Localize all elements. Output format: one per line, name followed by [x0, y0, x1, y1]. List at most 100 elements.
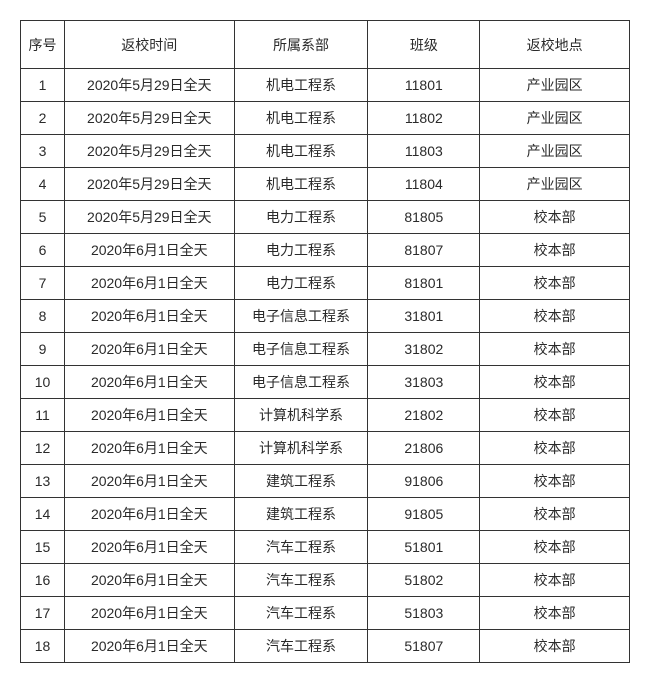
table-row: 72020年6月1日全天电力工程系81801校本部 [21, 267, 630, 300]
cell-time: 2020年6月1日全天 [64, 531, 234, 564]
cell-time: 2020年5月29日全天 [64, 201, 234, 234]
cell-loc: 产业园区 [480, 168, 630, 201]
cell-loc: 校本部 [480, 201, 630, 234]
cell-seq: 6 [21, 234, 65, 267]
cell-time: 2020年6月1日全天 [64, 399, 234, 432]
cell-dept: 电子信息工程系 [234, 333, 368, 366]
cell-class: 91806 [368, 465, 480, 498]
cell-time: 2020年6月1日全天 [64, 432, 234, 465]
table-row: 152020年6月1日全天汽车工程系51801校本部 [21, 531, 630, 564]
table-row: 82020年6月1日全天电子信息工程系31801校本部 [21, 300, 630, 333]
cell-time: 2020年5月29日全天 [64, 168, 234, 201]
cell-time: 2020年6月1日全天 [64, 300, 234, 333]
cell-seq: 10 [21, 366, 65, 399]
cell-time: 2020年6月1日全天 [64, 597, 234, 630]
cell-time: 2020年5月29日全天 [64, 102, 234, 135]
header-time: 返校时间 [64, 21, 234, 69]
cell-class: 11802 [368, 102, 480, 135]
cell-dept: 电力工程系 [234, 234, 368, 267]
cell-dept: 机电工程系 [234, 135, 368, 168]
table-row: 142020年6月1日全天建筑工程系91805校本部 [21, 498, 630, 531]
header-loc: 返校地点 [480, 21, 630, 69]
cell-loc: 校本部 [480, 531, 630, 564]
cell-seq: 1 [21, 69, 65, 102]
table-row: 42020年5月29日全天机电工程系11804产业园区 [21, 168, 630, 201]
cell-seq: 7 [21, 267, 65, 300]
cell-loc: 校本部 [480, 300, 630, 333]
header-class: 班级 [368, 21, 480, 69]
cell-dept: 计算机科学系 [234, 399, 368, 432]
cell-time: 2020年6月1日全天 [64, 630, 234, 663]
cell-class: 31802 [368, 333, 480, 366]
table-row: 132020年6月1日全天建筑工程系91806校本部 [21, 465, 630, 498]
cell-loc: 校本部 [480, 234, 630, 267]
cell-loc: 校本部 [480, 597, 630, 630]
cell-class: 91805 [368, 498, 480, 531]
cell-seq: 3 [21, 135, 65, 168]
cell-class: 51801 [368, 531, 480, 564]
cell-loc: 产业园区 [480, 135, 630, 168]
cell-loc: 产业园区 [480, 102, 630, 135]
cell-loc: 校本部 [480, 630, 630, 663]
cell-dept: 电子信息工程系 [234, 300, 368, 333]
cell-seq: 11 [21, 399, 65, 432]
cell-class: 51807 [368, 630, 480, 663]
cell-time: 2020年5月29日全天 [64, 69, 234, 102]
table-row: 122020年6月1日全天计算机科学系21806校本部 [21, 432, 630, 465]
cell-class: 11804 [368, 168, 480, 201]
cell-time: 2020年6月1日全天 [64, 366, 234, 399]
table-row: 92020年6月1日全天电子信息工程系31802校本部 [21, 333, 630, 366]
cell-seq: 16 [21, 564, 65, 597]
table-row: 182020年6月1日全天汽车工程系51807校本部 [21, 630, 630, 663]
cell-dept: 汽车工程系 [234, 630, 368, 663]
cell-class: 81805 [368, 201, 480, 234]
cell-seq: 4 [21, 168, 65, 201]
cell-class: 11801 [368, 69, 480, 102]
table-row: 62020年6月1日全天电力工程系81807校本部 [21, 234, 630, 267]
cell-dept: 机电工程系 [234, 168, 368, 201]
cell-seq: 12 [21, 432, 65, 465]
cell-dept: 汽车工程系 [234, 564, 368, 597]
table-row: 172020年6月1日全天汽车工程系51803校本部 [21, 597, 630, 630]
table-row: 102020年6月1日全天电子信息工程系31803校本部 [21, 366, 630, 399]
cell-class: 81807 [368, 234, 480, 267]
cell-time: 2020年6月1日全天 [64, 234, 234, 267]
cell-dept: 电子信息工程系 [234, 366, 368, 399]
cell-class: 21806 [368, 432, 480, 465]
cell-dept: 电力工程系 [234, 201, 368, 234]
cell-dept: 电力工程系 [234, 267, 368, 300]
table-row: 22020年5月29日全天机电工程系11802产业园区 [21, 102, 630, 135]
table-row: 32020年5月29日全天机电工程系11803产业园区 [21, 135, 630, 168]
cell-seq: 8 [21, 300, 65, 333]
cell-dept: 建筑工程系 [234, 498, 368, 531]
cell-time: 2020年6月1日全天 [64, 564, 234, 597]
table-header-row: 序号 返校时间 所属系部 班级 返校地点 [21, 21, 630, 69]
cell-seq: 17 [21, 597, 65, 630]
cell-loc: 校本部 [480, 498, 630, 531]
header-seq: 序号 [21, 21, 65, 69]
cell-seq: 2 [21, 102, 65, 135]
cell-loc: 校本部 [480, 333, 630, 366]
cell-loc: 校本部 [480, 432, 630, 465]
table-row: 162020年6月1日全天汽车工程系51802校本部 [21, 564, 630, 597]
cell-class: 51802 [368, 564, 480, 597]
cell-time: 2020年5月29日全天 [64, 135, 234, 168]
cell-class: 31801 [368, 300, 480, 333]
table-row: 12020年5月29日全天机电工程系11801产业园区 [21, 69, 630, 102]
cell-class: 51803 [368, 597, 480, 630]
table-row: 52020年5月29日全天电力工程系81805校本部 [21, 201, 630, 234]
cell-loc: 校本部 [480, 465, 630, 498]
cell-time: 2020年6月1日全天 [64, 333, 234, 366]
cell-class: 31803 [368, 366, 480, 399]
cell-loc: 校本部 [480, 267, 630, 300]
cell-dept: 汽车工程系 [234, 597, 368, 630]
cell-time: 2020年6月1日全天 [64, 465, 234, 498]
cell-dept: 机电工程系 [234, 102, 368, 135]
header-dept: 所属系部 [234, 21, 368, 69]
table-row: 112020年6月1日全天计算机科学系21802校本部 [21, 399, 630, 432]
cell-time: 2020年6月1日全天 [64, 267, 234, 300]
cell-seq: 9 [21, 333, 65, 366]
table-body: 12020年5月29日全天机电工程系11801产业园区22020年5月29日全天… [21, 69, 630, 663]
cell-seq: 18 [21, 630, 65, 663]
cell-loc: 校本部 [480, 564, 630, 597]
